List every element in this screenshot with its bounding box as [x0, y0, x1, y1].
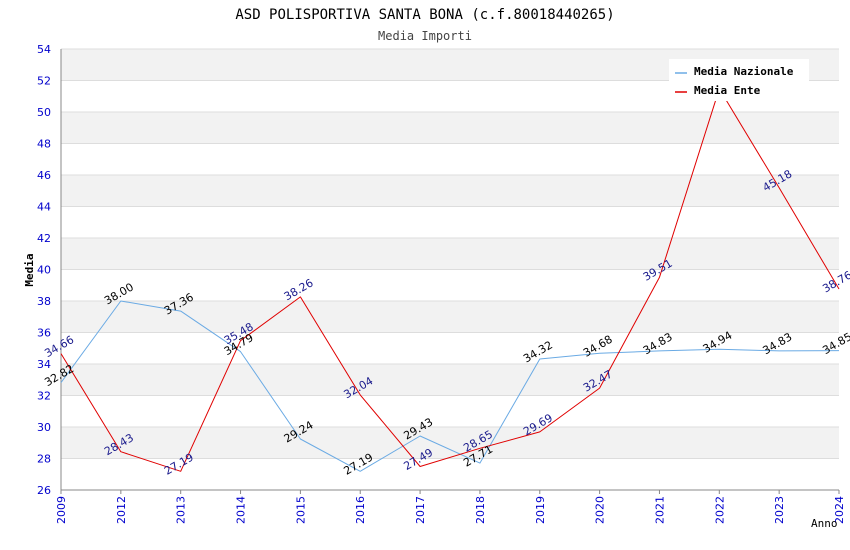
y-axis: 26 28 30 32 34 36 38 40 42 44 46 48 50 52 54	[37, 43, 51, 497]
plot-band	[61, 364, 839, 396]
x-tick-label: 2015	[294, 496, 307, 524]
x-tick-label: 2024	[833, 496, 846, 524]
x-axis-label: Anno	[811, 517, 838, 530]
plot-band	[61, 143, 839, 175]
x-tick-label: 2009	[55, 496, 68, 524]
x-tick-label: 2021	[653, 496, 666, 524]
plot-band	[61, 175, 839, 207]
y-tick-label: 38	[37, 295, 51, 308]
x-tick-label: 2016	[354, 496, 367, 524]
plot-band	[61, 269, 839, 301]
x-axis: 2009 2012 2013 2014 2015 2016 2017 2018 2019 2020…	[55, 490, 846, 524]
y-tick-label: 48	[37, 138, 51, 151]
x-tick-label: 2018	[474, 496, 487, 524]
plot-band	[61, 458, 839, 490]
series-lines	[60, 88, 840, 472]
y-tick-label: 52	[37, 75, 51, 88]
x-tick-label: 2014	[235, 496, 248, 524]
y-tick-label: 26	[37, 484, 51, 497]
series-line-nazionale	[60, 300, 840, 472]
y-tick-label: 46	[37, 169, 51, 182]
x-tick-label: 2012	[115, 496, 128, 524]
chart-title: ASD POLISPORTIVA SANTA BONA (c.f.8001844…	[235, 7, 614, 23]
plot-background	[60, 48, 839, 491]
chart-subtitle: Media Importi	[378, 29, 472, 43]
y-tick-label: 44	[37, 201, 51, 214]
plot-band	[61, 112, 839, 144]
legend-label-nazionale: Media Nazionale	[694, 65, 794, 78]
x-tick-label: 2020	[594, 496, 607, 524]
y-tick-label: 50	[37, 106, 51, 119]
y-tick-label: 36	[37, 327, 51, 340]
series-line-ente	[60, 88, 840, 472]
plot-band	[61, 332, 839, 364]
x-tick-label: 2022	[713, 496, 726, 524]
y-axis-label: Media	[23, 253, 36, 286]
y-tick-label: 30	[37, 421, 51, 434]
plot-band	[61, 395, 839, 427]
legend-box	[669, 59, 809, 101]
plot-band	[61, 427, 839, 459]
legend: Media Nazionale Media Ente	[669, 59, 809, 101]
y-tick-label: 40	[37, 264, 51, 277]
plot-band	[61, 206, 839, 238]
y-tick-label: 28	[37, 453, 51, 466]
plot-band	[61, 238, 839, 270]
x-tick-label: 2017	[414, 496, 427, 524]
x-tick-label: 2019	[534, 496, 547, 524]
plot-band	[61, 301, 839, 333]
y-tick-label: 54	[37, 43, 51, 56]
x-tick-label: 2013	[175, 496, 188, 524]
x-tick-label: 2023	[773, 496, 786, 524]
y-tick-label: 32	[37, 390, 51, 403]
y-tick-label: 34	[37, 358, 51, 371]
legend-label-ente: Media Ente	[694, 84, 761, 97]
y-tick-label: 42	[37, 232, 51, 245]
